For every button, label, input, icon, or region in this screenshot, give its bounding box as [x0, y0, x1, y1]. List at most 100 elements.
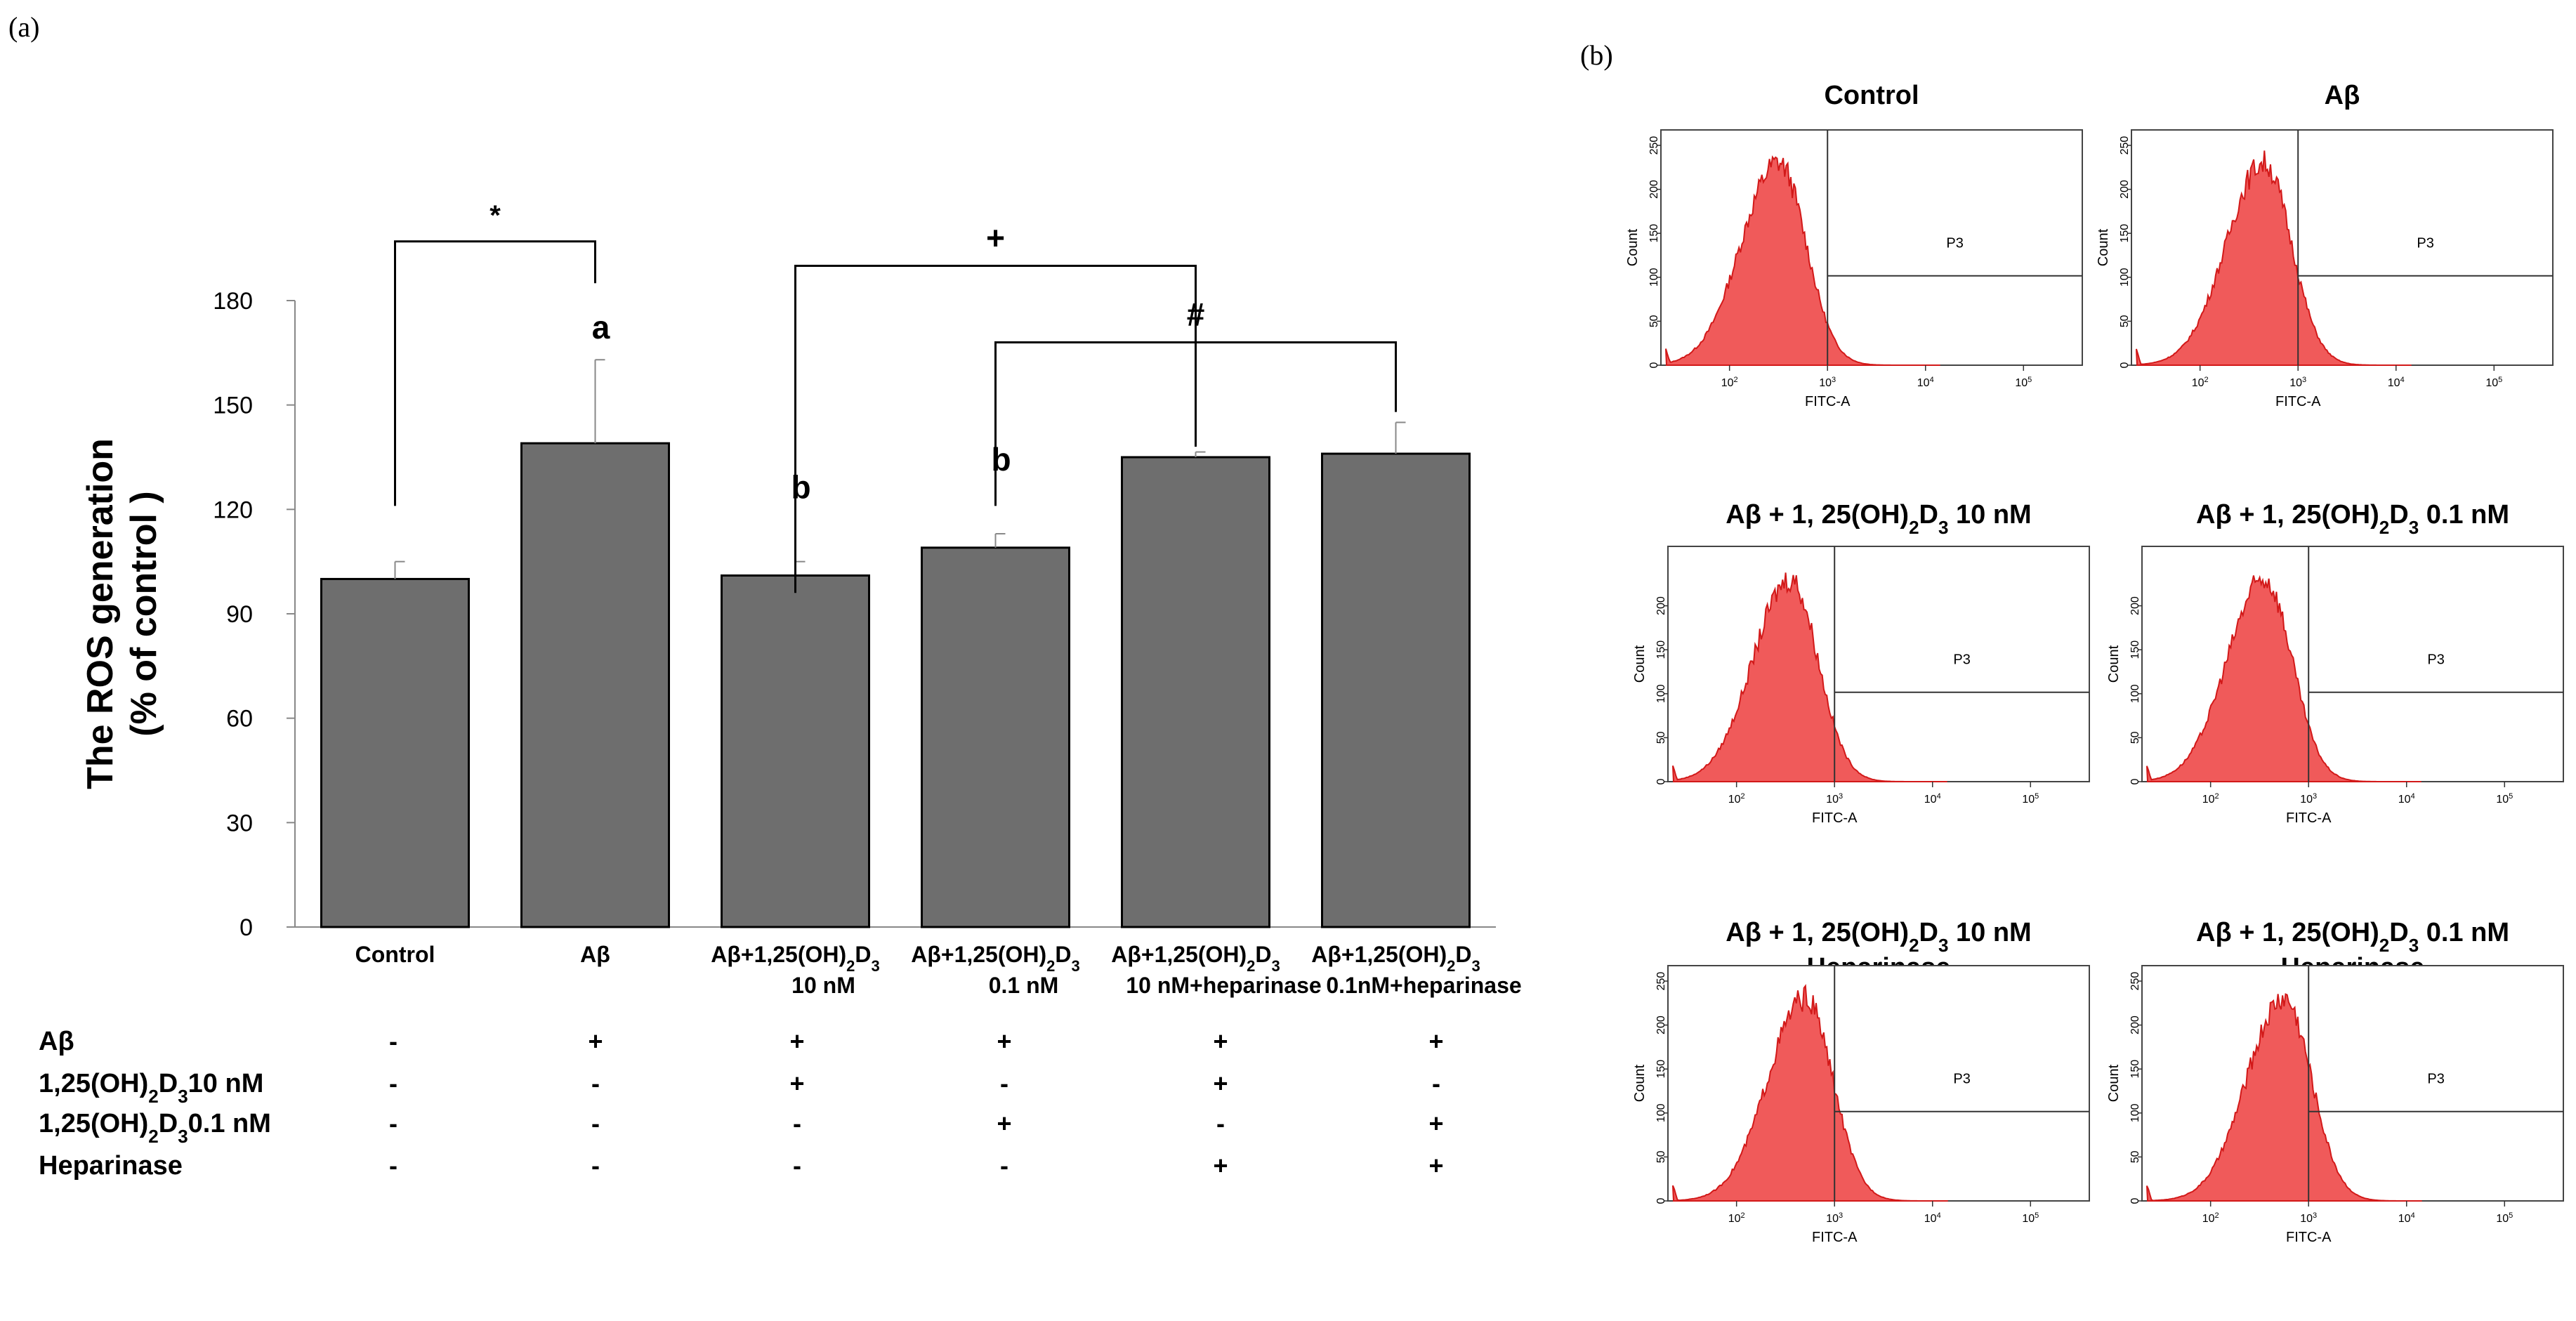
text-part: 0.1 nM: [2419, 918, 2509, 947]
x-tick-label: 105: [2022, 1211, 2039, 1225]
subscript: 3: [1472, 957, 1480, 975]
tick-exponent: 3: [1839, 792, 1843, 801]
x-tick-label: 103: [2289, 376, 2306, 389]
y-tick-label: 180: [213, 288, 253, 315]
gate-label: P3: [2417, 236, 2433, 251]
y-axis-label: Count: [1632, 1064, 1648, 1102]
tick-base: 10: [1917, 377, 1930, 389]
y-tick-label: 250: [2129, 972, 2141, 991]
treatment-row: 1,25(OH)2D310 nM - - + - + -: [39, 1069, 1440, 1107]
text-part: D: [855, 942, 871, 967]
treatment-mark: -: [1000, 1151, 1008, 1180]
y-axis-label: Count: [1632, 645, 1648, 683]
text-part: 10 nM: [1948, 918, 2031, 947]
y-tick-label: 0: [1648, 362, 1660, 368]
tick-exponent: 2: [2204, 376, 2209, 384]
tick-base: 10: [1924, 1213, 1937, 1225]
x-tick-label: 102: [2192, 376, 2209, 389]
gate-label: P3: [2427, 1072, 2444, 1087]
bar: [1121, 456, 1270, 928]
flow-panel-title: Aβ: [2325, 81, 2360, 110]
subscript: 3: [178, 1126, 188, 1147]
text-part: Aβ + 1, 25(OH): [1726, 918, 1909, 947]
y-tick-label: 50: [1655, 731, 1667, 744]
tick-exponent: 4: [2400, 376, 2405, 384]
y-tick-label: 50: [2119, 315, 2131, 327]
tick-base: 10: [1826, 794, 1839, 806]
subscript: 3: [872, 957, 880, 975]
y-tick-label: 50: [2129, 731, 2141, 744]
treatment-mark: -: [591, 1069, 600, 1098]
panel-label-b: (b): [1580, 39, 1613, 71]
treatment-mark: -: [389, 1151, 397, 1180]
treatment-mark: +: [1428, 1027, 1443, 1056]
text-part: Aβ+1,25(OH): [1111, 942, 1247, 967]
tick-exponent: 5: [2035, 1211, 2039, 1220]
subscript: 3: [2409, 517, 2419, 538]
x-tick-label: 102: [2202, 1211, 2219, 1225]
subscript: 2: [1046, 957, 1055, 975]
y-tick-label: 150: [1648, 224, 1660, 243]
treatment-label: Aβ: [39, 1027, 74, 1056]
flow-panel-title: Aβ + 1, 25(OH)2D3 0.1 nM: [2196, 500, 2509, 538]
treatment-table: Aβ - + + + + +1,25(OH)2D310 nM - - + - + -1,25(OH)2D…: [39, 1027, 1444, 1181]
gate-label: P3: [1953, 652, 1970, 668]
y-tick-label: 150: [213, 393, 253, 419]
x-tick-label: 102: [1728, 792, 1745, 806]
y-tick-label: 200: [2119, 180, 2131, 199]
tick-base: 10: [1819, 377, 1832, 389]
text-part: Aβ + 1, 25(OH): [1726, 500, 1909, 530]
x-tick-label: 104: [2398, 792, 2415, 806]
treatment-row: 1,25(OH)2D30.1 nM - - - + - +: [39, 1109, 1444, 1147]
bar-letter: b: [791, 469, 810, 506]
tick-exponent: 3: [2313, 1211, 2317, 1220]
flow-panel-title: Aβ + 1, 25(OH)2D3 10 nM: [1726, 500, 2031, 538]
flow-panel: Aβ + 1, 25(OH)2D3 10 nMP3050100150200Cou…: [1632, 500, 2090, 826]
tick-base: 10: [2496, 1213, 2509, 1225]
text-part: 10 nM: [188, 1069, 264, 1098]
treatment-mark: -: [389, 1027, 397, 1056]
text-part: 0.1 nM: [188, 1109, 271, 1138]
y-tick-label: 250: [1648, 136, 1660, 155]
tick-base: 10: [2300, 794, 2313, 806]
treatment-mark: -: [1000, 1069, 1008, 1098]
y-axis-label: Count: [2106, 645, 2122, 683]
tick-base: 10: [2022, 794, 2035, 806]
x-tick-label: 103: [1826, 1211, 1843, 1225]
text-part: Aβ+1,25(OH): [1311, 942, 1447, 967]
histogram: [2145, 574, 2421, 782]
y-tick-label: 50: [1648, 315, 1660, 327]
text-part: D: [1055, 942, 1071, 967]
x-tick-label: 104: [2398, 1211, 2415, 1225]
tick-exponent: 4: [2411, 1211, 2415, 1220]
tick-exponent: 4: [1930, 376, 1934, 384]
x-tick-label: 102: [2202, 792, 2219, 806]
treatment-mark: -: [1432, 1069, 1440, 1098]
bracket-line: [794, 264, 1197, 593]
subscript: 2: [148, 1126, 158, 1147]
treatment-mark: +: [1213, 1027, 1228, 1056]
text-part: D: [159, 1069, 178, 1098]
histogram: [1671, 572, 1947, 782]
tick-base: 10: [1721, 377, 1734, 389]
flow-panel: Aβ + 1, 25(OH)2D3 10 nMHeparinaseP305010…: [1632, 918, 2090, 1245]
significance-bracket: #: [994, 296, 1397, 506]
treatment-label: Heparinase: [39, 1151, 183, 1181]
x-tick-label: 104: [1924, 1211, 1941, 1225]
tick-exponent: 3: [1839, 1211, 1843, 1220]
y-tick-label: 100: [2119, 268, 2131, 287]
x-tick-label: 103: [2300, 792, 2317, 806]
tick-exponent: 2: [2215, 1211, 2219, 1220]
y-tick-label: 100: [1648, 268, 1660, 287]
bracket-line: [394, 240, 596, 506]
text-part: Aβ+1,25(OH): [911, 942, 1046, 967]
x-tick-label: 104: [2388, 376, 2405, 389]
text-part: 0.1 nM: [2419, 500, 2509, 530]
category-label: Aβ: [580, 942, 610, 967]
bar-chart: 0 30 60 90 120 150 180 The ROS generation (% of …: [80, 200, 1522, 998]
tick-exponent: 2: [1741, 792, 1745, 801]
text-part: D: [1919, 500, 1938, 530]
tick-exponent: 4: [1937, 792, 1941, 801]
